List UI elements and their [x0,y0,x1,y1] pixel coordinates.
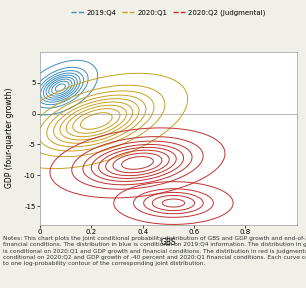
X-axis label: GBS: GBS [160,238,176,247]
Legend: 2019:Q4, 2020:Q1, 2020:Q2 (Judgmental): 2019:Q4, 2020:Q1, 2020:Q2 (Judgmental) [68,7,268,19]
Y-axis label: GDP (four-quarter growth): GDP (four-quarter growth) [5,88,14,188]
Text: Notes: This chart plots the joint conditional probability distribution of GBS an: Notes: This chart plots the joint condit… [3,236,306,266]
